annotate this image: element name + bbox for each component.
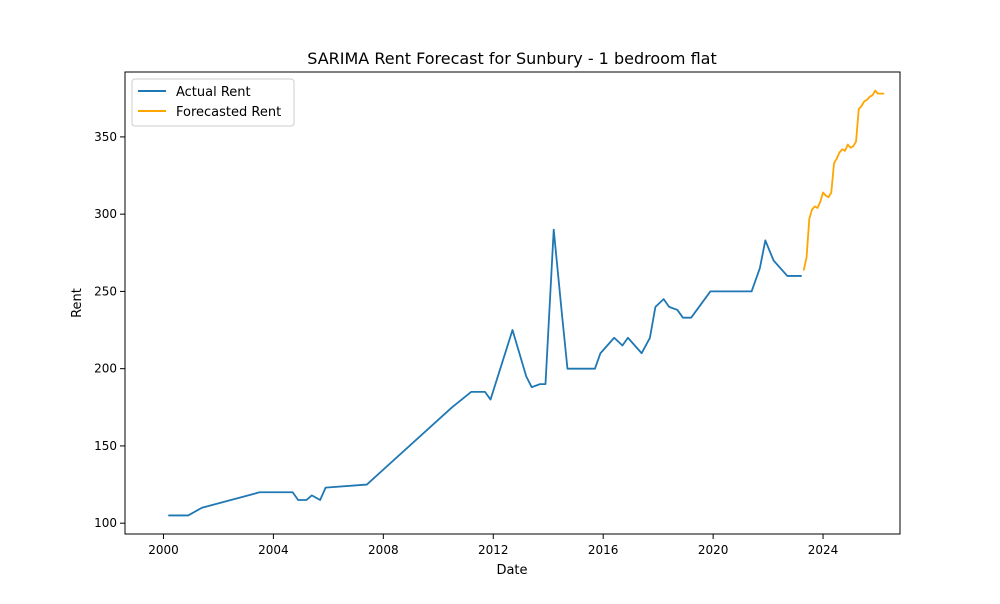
y-tick-label: 150	[94, 439, 117, 453]
series-line-actual-rent	[168, 228, 802, 517]
y-tick-label: 200	[94, 362, 117, 376]
series-line-forecasted-rent	[802, 89, 885, 271]
x-tick-label: 2012	[478, 543, 509, 557]
x-axis-label: Date	[496, 563, 527, 578]
y-tick-label: 300	[94, 207, 117, 221]
y-tick-label: 350	[94, 130, 117, 144]
x-tick-label: 2024	[808, 543, 839, 557]
x-tick-label: 2004	[258, 543, 289, 557]
y-axis-ticks: 100 150 200 250 300 350	[94, 130, 125, 530]
chart-title: SARIMA Rent Forecast for Sunbury - 1 bed…	[307, 49, 716, 68]
x-tick-label: 2016	[588, 543, 619, 557]
x-tick-label: 2000	[148, 543, 179, 557]
x-axis-ticks: 2000 2004 2008 2012 2016 2020 2024	[148, 534, 838, 557]
legend-label-forecast: Forecasted Rent	[176, 105, 281, 120]
x-tick-label: 2008	[368, 543, 399, 557]
y-tick-label: 250	[94, 284, 117, 298]
plot-frame	[124, 71, 901, 535]
legend: Actual Rent Forecasted Rent	[131, 78, 295, 127]
y-axis-label: Rent	[70, 288, 85, 318]
series-group	[168, 89, 885, 517]
x-tick-label: 2020	[698, 543, 729, 557]
y-tick-label: 100	[94, 516, 117, 530]
legend-label-actual: Actual Rent	[176, 85, 251, 100]
legend-box	[131, 78, 295, 127]
